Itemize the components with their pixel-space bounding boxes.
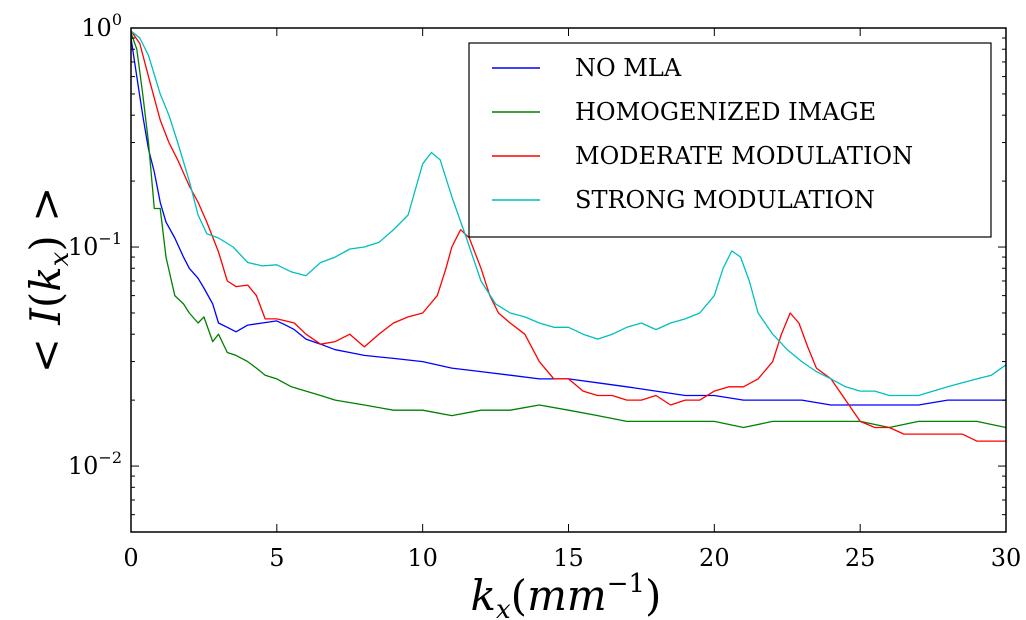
x-tick-label: 20 (699, 544, 730, 572)
y-tick-label: 10−1 (68, 229, 122, 261)
y-tick-labels: 100 10−1 10−2 (68, 10, 122, 480)
y-tick-label: 100 (81, 10, 122, 42)
legend-box (468, 42, 992, 238)
legend: NO MLA HOMOGENIZED IMAGE MODERATE MODULATI… (468, 42, 992, 238)
series-line-4 (131, 30, 1006, 397)
x-tick-labels: 0 5 10 15 20 25 30 (123, 544, 1021, 572)
x-tick-label: 5 (269, 544, 284, 572)
x-tick-label: 30 (991, 544, 1022, 572)
x-axis-label: kx(mm−1) (471, 569, 662, 620)
x-tick-label: 15 (553, 544, 584, 572)
legend-label: HOMOGENIZED IMAGE (575, 98, 876, 126)
svg-text:< I(kx) >: < I(kx) > (21, 187, 75, 374)
series-line-1 (131, 37, 1006, 406)
series-line-3 (131, 30, 1006, 442)
y-tick-label: 10−2 (68, 448, 122, 480)
series-line-2 (131, 32, 1006, 429)
ticks-layer (130, 27, 1007, 533)
legend-label: NO MLA (575, 54, 682, 82)
x-tick-label: 25 (845, 544, 876, 572)
series-layer (131, 30, 1006, 442)
x-tick-label: 0 (123, 544, 138, 572)
svg-text:kx(mm−1): kx(mm−1) (471, 569, 662, 620)
y-axis-label: < I(kx) > (21, 187, 75, 374)
legend-label: STRONG MODULATION (575, 186, 875, 214)
x-tick-label: 10 (407, 544, 438, 572)
legend-label: MODERATE MODULATION (575, 142, 913, 170)
